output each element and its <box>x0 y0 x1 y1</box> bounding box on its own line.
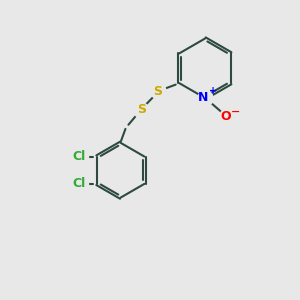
Text: S: S <box>153 85 162 98</box>
Text: O: O <box>221 110 231 123</box>
Text: +: + <box>209 86 218 96</box>
Text: Cl: Cl <box>73 150 86 163</box>
Text: S: S <box>137 103 146 116</box>
Text: −: − <box>231 107 240 117</box>
Text: Cl: Cl <box>72 177 85 190</box>
Text: N: N <box>198 91 209 104</box>
